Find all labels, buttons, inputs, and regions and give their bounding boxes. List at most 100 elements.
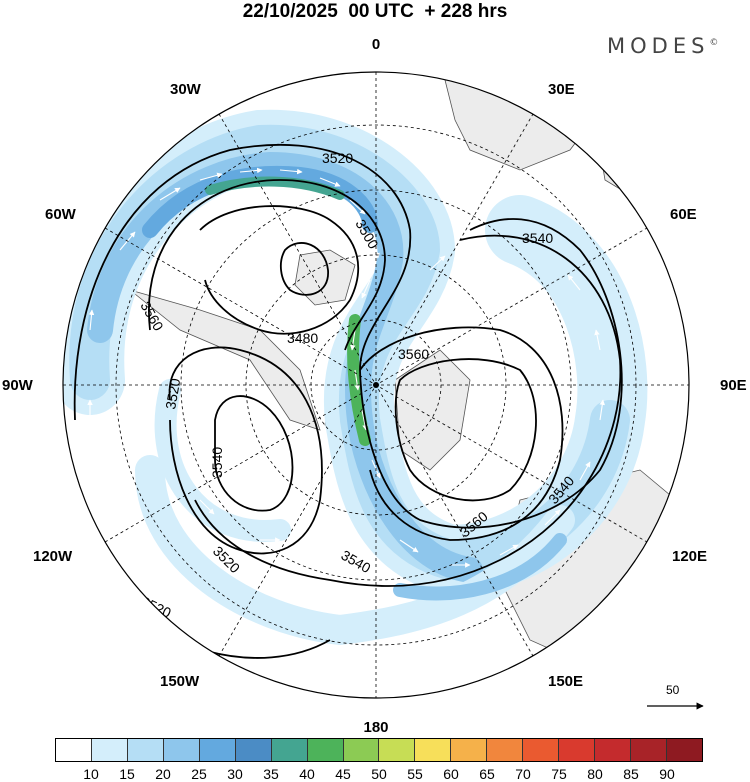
colorbar-tick-label: 80: [587, 766, 603, 782]
lon-label-30w: 30W: [170, 81, 202, 98]
map-boundary: [62, 71, 690, 699]
wind-vector: [594, 329, 601, 351]
contour-3540-east: [194, 234, 622, 587]
colorbar-tick-label: 35: [263, 766, 279, 782]
brand-mark: ©: [709, 38, 719, 48]
contour-3540-west: [214, 395, 294, 512]
colorbar-swatch: [235, 739, 272, 761]
contour-label: 3540: [209, 447, 225, 478]
contour-3520-outer: [73, 143, 623, 529]
wind-vector: [199, 499, 215, 515]
wind-vector: [199, 599, 221, 613]
contour-3520-west: [168, 346, 323, 555]
wind-vector: [350, 329, 356, 351]
contour-3480-loop: [279, 242, 329, 296]
wind-vector: [361, 409, 368, 431]
colorbar-swatch: [415, 739, 452, 761]
colorbar-swatch: [666, 739, 702, 761]
colorbar: [55, 738, 703, 762]
lon-label-60w: 60W: [45, 206, 77, 223]
wind-vector: [179, 419, 186, 441]
colorbar-tick-label: 60: [443, 766, 459, 782]
contour-label: 3560: [398, 346, 429, 362]
land-south-america: [129, 289, 321, 431]
colorbar-ticks: 10 15 20 25 30 35 40 45 50 55 60 65 70 75 80 85 90: [0, 766, 750, 782]
wind-vector: [599, 399, 605, 421]
wind-vector: [349, 199, 366, 215]
colorbar-swatch: [91, 739, 128, 761]
wind-vector: [88, 309, 95, 331]
colorbar-swatch: [523, 739, 560, 761]
colorbar-swatch: [487, 739, 524, 761]
wind-vector: [239, 167, 263, 174]
contour-3560-east: [394, 358, 537, 502]
wind-vector: [429, 255, 446, 271]
colorbar-swatch: [631, 739, 667, 761]
contour-label: 3480: [287, 330, 318, 346]
colorbar-tick-label: 40: [299, 766, 315, 782]
brand-text: MODES: [607, 34, 710, 58]
wind-vector: [159, 187, 181, 201]
lon-label-60e: 60E: [670, 206, 697, 223]
lon-label-120w: 120W: [33, 548, 73, 565]
colorbar-tick-label: 70: [515, 766, 531, 782]
colorbar-tick-label: 30: [227, 766, 243, 782]
north-pole-dot: [373, 382, 379, 388]
contour-label: 3520: [322, 150, 353, 166]
colorbar-swatch: [343, 739, 380, 761]
land-greenland: [294, 249, 356, 306]
wind-vector: [399, 539, 419, 553]
wind-vector: [544, 509, 561, 526]
shade-jet-core-30: [142, 165, 378, 238]
lon-label-150e: 150E: [548, 673, 583, 690]
colorbar-tick-label: 75: [551, 766, 567, 782]
colorbar-swatch: [379, 739, 416, 761]
map-title: 22/10/2025 00 UTC + 228 hrs: [242, 1, 508, 22]
colorbar-tick-label: 90: [659, 766, 675, 782]
wind-speed-shading: [63, 109, 648, 645]
wind-vector: [361, 279, 371, 299]
colorbar-swatch: [451, 739, 488, 761]
colorbar-swatch: [307, 739, 344, 761]
colorbar-swatch: [595, 739, 631, 761]
colorbar-tick-label: 65: [479, 766, 495, 782]
colorbar-tick-label: 85: [623, 766, 639, 782]
shade-jet-core-35: [205, 176, 345, 200]
wind-vector: [499, 544, 519, 556]
polar-map: 3520 3500 3540 3520 3560 3480 3560 3520 …: [2, 36, 747, 735]
shade-jet-outer-20: [69, 124, 630, 580]
contour-3480-inner: [199, 205, 360, 335]
colorbar-tick-label: 15: [119, 766, 135, 782]
wind-vector: [579, 461, 591, 481]
colorbar-tick-label: 50: [371, 766, 387, 782]
contour-3500: [148, 179, 386, 351]
colorbar-tick-label: 10: [83, 766, 99, 782]
wind-vector: [319, 177, 341, 187]
longitude-labels: 0 180 90E 90W 30E 60E 30W 60W 120E 150E …: [2, 36, 747, 735]
contour-3560-big: [359, 326, 564, 541]
colorbar-tick-label: 20: [155, 766, 171, 782]
colorbar-swatch: [163, 739, 200, 761]
lon-label-0: 0: [372, 36, 380, 53]
lon-label-120e: 120E: [672, 548, 707, 565]
brand-logo: MODES©: [607, 34, 718, 58]
wind-vector: [299, 309, 319, 321]
map-disk: 3520 3500 3540 3520 3560 3480 3560 3520 …: [63, 72, 689, 698]
lon-label-90e: 90E: [720, 377, 747, 394]
colorbar-tick-label: 45: [335, 766, 351, 782]
contour-label: 3540: [522, 230, 553, 246]
colorbar-swatch: [199, 739, 236, 761]
lon-label-180: 180: [363, 719, 388, 735]
lon-label-30e: 30E: [548, 81, 575, 98]
lon-label-90w: 90W: [2, 377, 34, 394]
colorbar-tick-label: 55: [407, 766, 423, 782]
shade-west-band: [154, 379, 291, 542]
wind-vector: [279, 168, 303, 175]
colorbar-swatch: [127, 739, 164, 761]
lon-label-150w: 150W: [160, 673, 200, 690]
wind-vector: [199, 172, 223, 181]
wind-vector: [567, 274, 581, 291]
colorbar-swatch: [271, 739, 308, 761]
reference-vector-label: 50: [666, 683, 680, 697]
shade-east-band: [393, 533, 567, 601]
